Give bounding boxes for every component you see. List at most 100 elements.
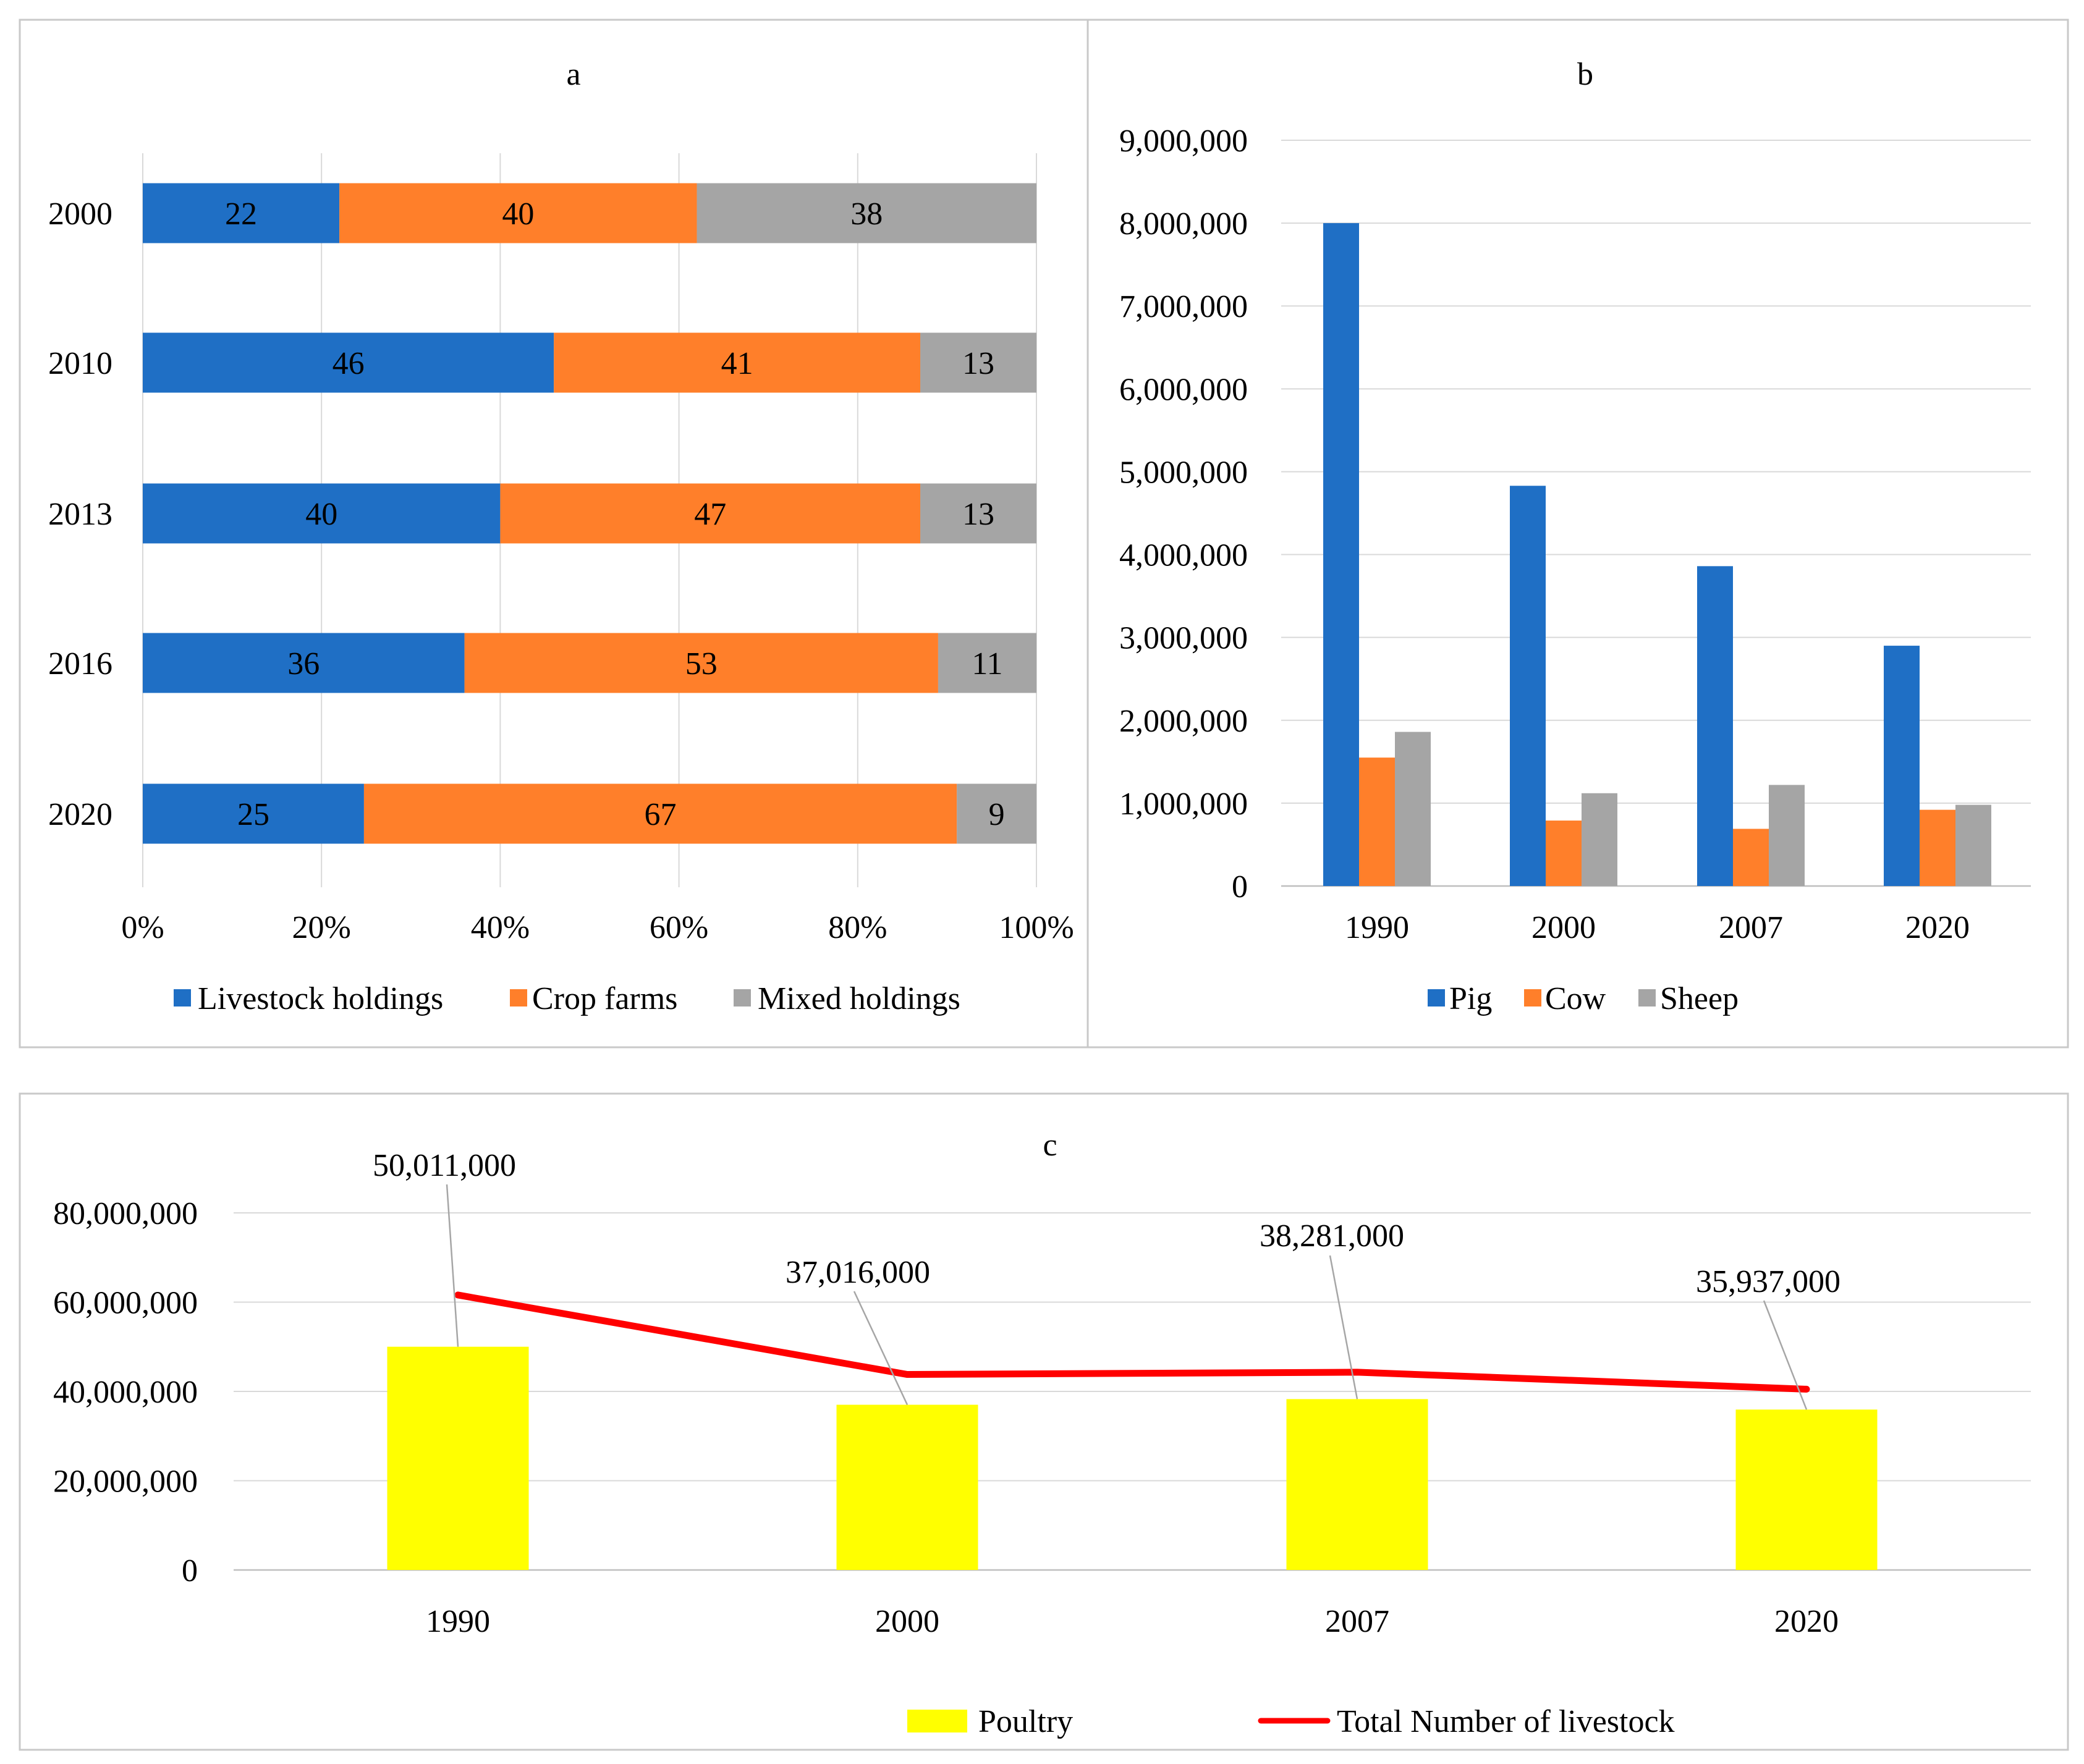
y-tick-label: 0: [1232, 869, 1248, 905]
y-tick-label: 2010: [48, 346, 112, 381]
panel-c-title: c: [1043, 1128, 1057, 1163]
x-tick-label: 100%: [999, 910, 1074, 945]
mixed-holdings-bar-segment: [920, 483, 1036, 544]
data-label: 9: [989, 797, 1005, 832]
x-tick-label: 2000: [1531, 910, 1596, 945]
pig-bar: [1884, 646, 1920, 886]
y-tick-label: 2000: [48, 196, 112, 232]
legend-label-total-livestock: Total Number of livestock: [1337, 1704, 1675, 1739]
legend-swatch-cow: [1524, 989, 1541, 1006]
legend-swatch-mixed-holdings: [734, 989, 751, 1006]
x-tick-label: 60%: [650, 910, 708, 945]
y-tick-label: 3,000,000: [1119, 621, 1248, 656]
panel-c: c 0 20,000,000 40,000,000 60,000,000 80,000,…: [19, 1092, 2069, 1751]
livestock-holdings-bar-segment: [143, 633, 465, 693]
mixed-holdings-bar-segment: [697, 183, 1036, 243]
legend-label-livestock-holdings: Livestock holdings: [198, 981, 443, 1016]
data-label: 50,011,000: [373, 1148, 516, 1183]
y-tick-label: 80,000,000: [53, 1196, 198, 1231]
panel-c-legend: Poultry Total Number of livestock: [907, 1704, 1675, 1739]
panel-b-legend: Pig Cow Sheep: [1428, 981, 1739, 1016]
x-tick-label: 1990: [1345, 910, 1409, 945]
pig-bar: [1510, 486, 1546, 886]
legend-swatch-livestock-holdings: [174, 989, 191, 1006]
data-label: 38: [850, 196, 883, 232]
poultry-bar: [1735, 1409, 1878, 1570]
poultry-bar: [1286, 1399, 1428, 1570]
poultry-bar: [836, 1404, 978, 1570]
data-label: 46: [333, 346, 365, 381]
data-label: 13: [962, 497, 994, 532]
crop-farms-bar-segment: [554, 332, 921, 393]
leader-line: [446, 1184, 459, 1347]
data-label: 13: [962, 346, 994, 381]
leader-line: [1329, 1255, 1358, 1399]
panel-b: b 0 1,000,000 2,000,000 3,000,000 4,000,000 5…: [1086, 19, 2069, 1049]
panel-a-title: a: [566, 57, 580, 92]
cow-bar: [1920, 809, 1955, 886]
x-tick-label: 2020: [1774, 1604, 1839, 1639]
legend-swatch-crop-farms: [510, 989, 527, 1006]
y-tick-label: 7,000,000: [1119, 289, 1248, 324]
legend-label-mixed-holdings: Mixed holdings: [758, 981, 960, 1016]
legend-label-pig: Pig: [1449, 981, 1492, 1016]
livestock-holdings-bar-segment: [143, 783, 364, 844]
data-label: 47: [694, 497, 726, 532]
x-tick-label: 20%: [292, 910, 351, 945]
data-label: 53: [685, 646, 718, 682]
crop-farms-bar-segment: [363, 783, 957, 844]
y-tick-label: 0: [182, 1553, 198, 1589]
y-tick-label: 9,000,000: [1119, 124, 1248, 159]
y-tick-label: 2013: [48, 497, 112, 532]
mixed-holdings-bar-segment: [957, 783, 1036, 844]
livestock-holdings-bar-segment: [143, 483, 501, 544]
x-tick-label: 2000: [875, 1604, 939, 1639]
data-label: 25: [237, 797, 269, 832]
cow-bar: [1359, 758, 1395, 886]
pig-bar: [1697, 566, 1733, 886]
data-label: 35,937,000: [1696, 1264, 1840, 1299]
x-tick-label: 1990: [426, 1604, 490, 1639]
y-tick-label: 2,000,000: [1119, 704, 1248, 739]
leader-line: [853, 1291, 909, 1406]
panel-c-frame: [19, 1092, 2069, 1751]
sheep-bar: [1395, 732, 1431, 886]
legend-label-crop-farms: Crop farms: [532, 981, 677, 1016]
panel-b-plot: 0 1,000,000 2,000,000 3,000,000 4,000,000 5,0…: [1119, 124, 2031, 945]
total-livestock-line: [454, 1291, 1810, 1393]
legend-label-sheep: Sheep: [1660, 981, 1739, 1016]
x-tick-label: 2020: [1905, 910, 1970, 945]
y-tick-label: 40,000,000: [53, 1375, 198, 1410]
x-tick-label: 2007: [1325, 1604, 1389, 1639]
livestock-holdings-bar-segment: [143, 332, 554, 393]
crop-farms-bar-segment: [500, 483, 921, 544]
cow-bar: [1733, 829, 1769, 886]
y-tick-label: 4,000,000: [1119, 538, 1248, 573]
sheep-bar: [1769, 785, 1805, 886]
crop-farms-bar-segment: [464, 633, 938, 693]
legend-swatch-poultry: [907, 1710, 967, 1732]
x-tick-label: 80%: [828, 910, 887, 945]
y-tick-label: 8,000,000: [1119, 206, 1248, 242]
legend-label-poultry: Poultry: [978, 1704, 1073, 1739]
y-tick-label: 20,000,000: [53, 1464, 198, 1500]
panel-b-title: b: [1577, 57, 1593, 92]
data-label: 41: [721, 346, 753, 381]
legend-swatch-pig: [1428, 989, 1445, 1006]
x-tick-label: 40%: [471, 910, 530, 945]
data-label: 38,281,000: [1260, 1218, 1404, 1254]
data-label: 67: [645, 797, 677, 832]
panel-a: a 0% 20% 40% 60% 80% 100% 2000 22 40 38 2010 46 41 13…: [19, 19, 1089, 1049]
y-tick-label: 6,000,000: [1119, 372, 1248, 407]
panel-b-frame: [1086, 19, 2069, 1049]
sheep-bar: [1955, 804, 1991, 886]
livestock-holdings-bar-segment: [143, 183, 340, 243]
y-tick-label: 60,000,000: [53, 1286, 198, 1321]
data-label: 11: [972, 646, 1002, 682]
data-label: 22: [225, 196, 257, 232]
y-tick-label: 2020: [48, 797, 112, 832]
cow-bar: [1546, 821, 1582, 886]
legend-label-cow: Cow: [1545, 981, 1606, 1016]
panel-a-plot: 0% 20% 40% 60% 80% 100% 2000 22 40 38 2010 46 41 13 20…: [48, 153, 1074, 945]
